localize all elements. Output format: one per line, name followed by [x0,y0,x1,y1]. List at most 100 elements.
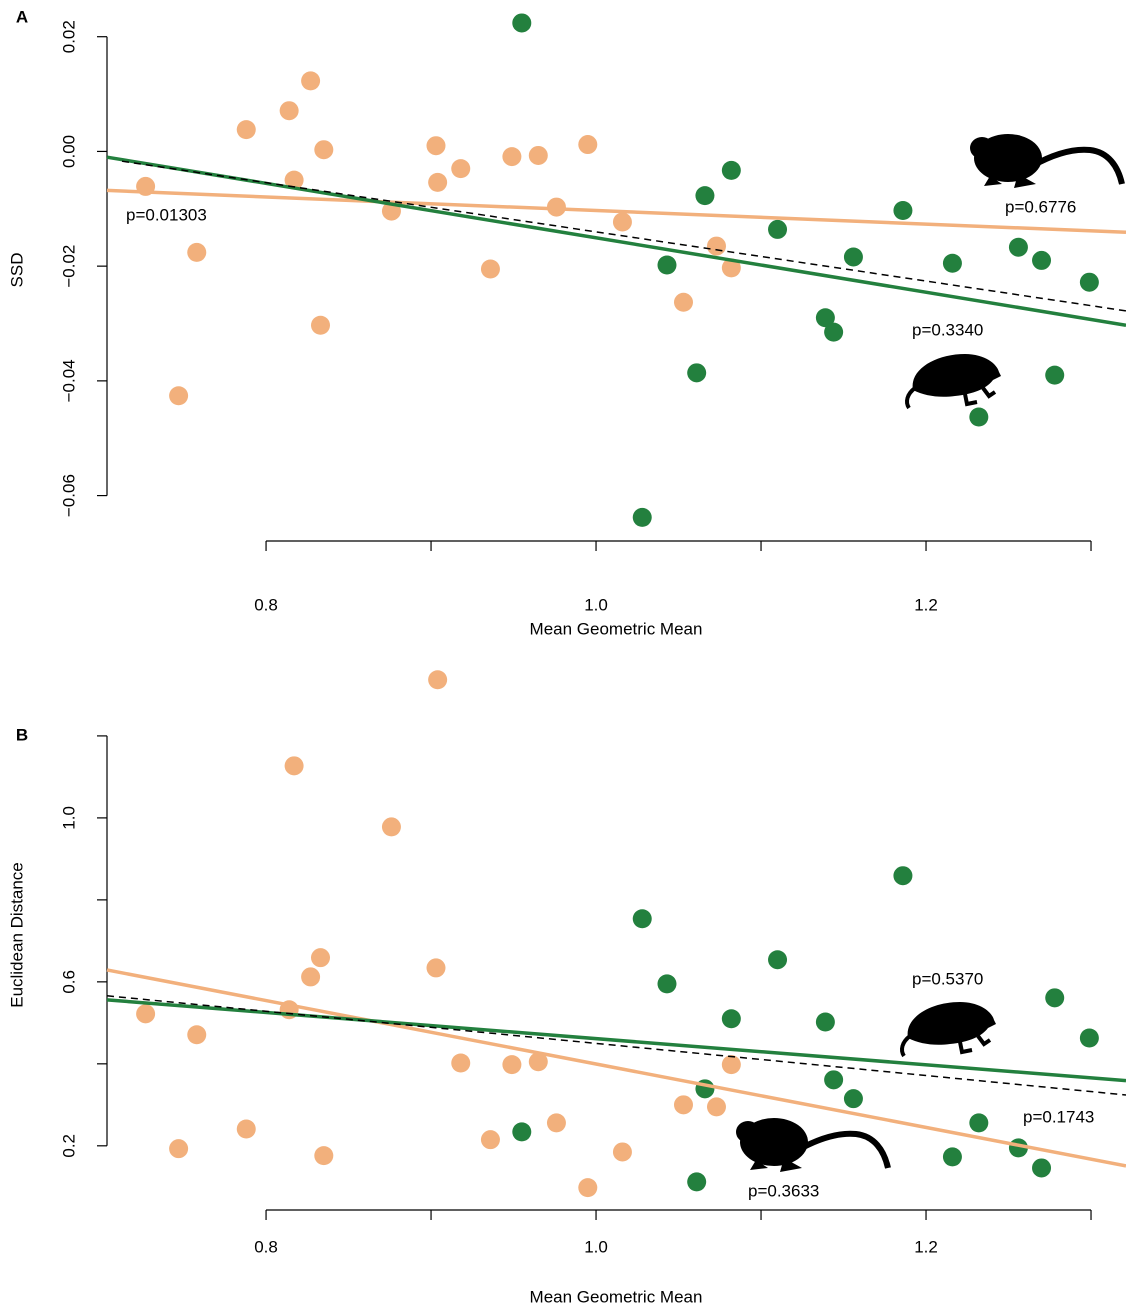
data-point [815,1012,835,1032]
data-point [612,212,632,232]
y-tick-label: −0.06 [59,474,78,517]
data-point [187,1025,207,1045]
data-point [815,308,835,328]
p-value: p=0.3340 [912,320,983,339]
data-point [706,236,726,256]
data-point [632,507,652,527]
data-point [706,1097,726,1117]
fit-line [106,998,1126,1083]
x-axis-label: Mean Geometric Mean [530,1287,703,1306]
data-point [236,120,256,140]
data-point [657,255,677,275]
data-point [969,1113,989,1133]
data-point [843,1089,863,1109]
p-value: p=0.01303 [126,205,207,224]
data-point [578,135,598,155]
fit-line [106,155,1126,327]
data-point [428,172,448,192]
data-point [546,197,566,217]
data-point [768,950,788,970]
data-point [311,948,331,968]
data-point [673,1095,693,1115]
data-point [721,258,741,278]
fit-line [121,160,1126,312]
p-value: p=0.1743 [1023,1107,1094,1126]
data-point [768,219,788,239]
fit-line [106,188,1126,235]
x-tick-label: 1.2 [914,595,938,614]
y-tick-label: 0.02 [59,20,78,53]
rat-icon [970,134,1122,188]
data-point [381,817,401,837]
data-point [426,136,446,156]
data-point [546,1113,566,1133]
data-point [512,13,532,33]
data-point [893,201,913,221]
y-tick-label: 0.6 [59,970,78,994]
data-point [314,1146,334,1166]
data-point [480,1130,500,1150]
data-point [502,147,522,167]
data-point [824,322,844,342]
p-value: p=0.5370 [912,969,983,988]
y-tick-label: 0.00 [59,135,78,168]
x-tick-label: 1.0 [584,1237,608,1256]
y-tick-label: 0.2 [59,1134,78,1158]
data-point [893,866,913,886]
data-point [301,71,321,91]
data-point [721,160,741,180]
data-point [528,1052,548,1072]
data-point [721,1009,741,1029]
data-point [451,1053,471,1073]
data-point [236,1119,256,1139]
panel-label: B [16,725,28,744]
data-point [314,140,334,160]
data-point [824,1070,844,1090]
rat-icon [736,1118,888,1172]
y-axis-label: SSD [7,253,26,288]
data-point [284,170,304,190]
data-point [502,1055,522,1075]
data-point [187,242,207,262]
data-point [279,101,299,121]
data-point [284,756,304,776]
data-point [578,1178,598,1198]
data-point [426,958,446,978]
data-point [428,670,448,690]
data-point [301,967,321,987]
data-point [136,1004,156,1024]
data-point [1008,237,1028,257]
data-point [612,1142,632,1162]
x-tick-label: 0.8 [254,595,278,614]
data-point [169,1139,189,1159]
data-point [687,1172,707,1192]
fit-line [106,995,1126,1096]
data-point [843,247,863,267]
data-point [528,145,548,165]
data-point [1045,365,1065,385]
data-point [451,159,471,179]
data-point [1032,1158,1052,1178]
p-value: p=0.3633 [748,1181,819,1200]
data-point [695,186,715,206]
data-point [169,386,189,406]
data-point [687,363,707,383]
data-point [1079,1028,1099,1048]
y-axis-label: Euclidean Distance [7,862,26,1008]
mole-icon [900,1000,998,1058]
x-axis-label: Mean Geometric Mean [530,619,703,638]
fit-line [106,968,1126,1168]
y-tick-label: 1.0 [59,806,78,830]
y-tick-label: −0.02 [59,245,78,288]
data-point [1045,988,1065,1008]
data-point [512,1122,532,1142]
data-point [1079,272,1099,292]
data-point [632,909,652,929]
data-point [969,407,989,427]
data-point [1032,250,1052,270]
data-point [657,974,677,994]
panel-label: A [16,7,28,26]
y-tick-label: −0.04 [59,359,78,402]
data-point [480,259,500,279]
x-tick-label: 0.8 [254,1237,278,1256]
